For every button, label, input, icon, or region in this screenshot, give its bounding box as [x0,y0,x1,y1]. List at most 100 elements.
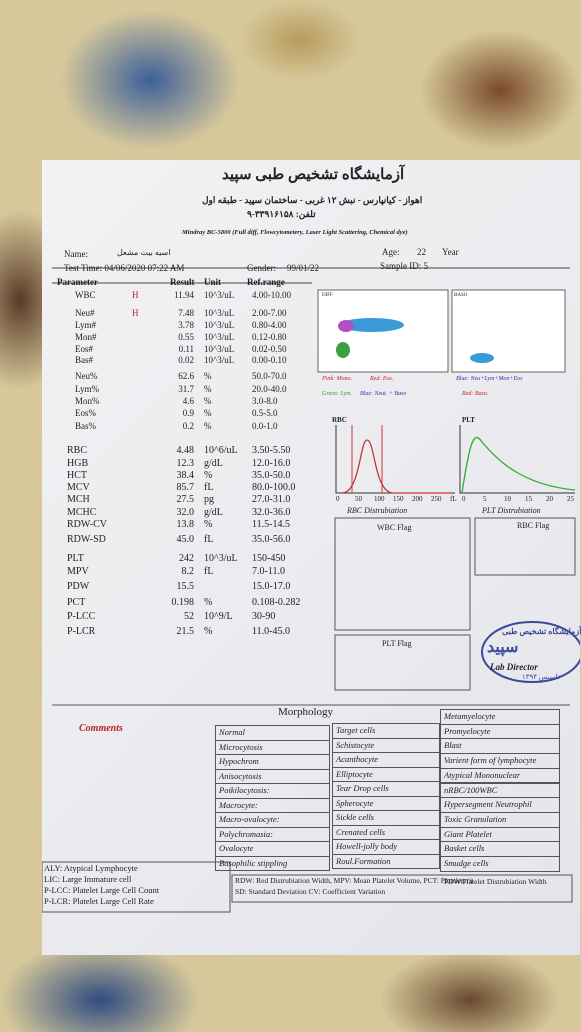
result: 242 [179,553,194,564]
label: Year [442,247,459,257]
result: 21.5 [176,626,195,637]
tick-label: 20 [546,495,553,503]
stamp-text: Lab Director [490,662,538,672]
footer-note: PDW:Platelet Distrubiation Width [444,877,547,886]
parameter: Lym# [75,320,97,330]
morphology-item: Ovalocyte [215,841,330,857]
tick-label: 0 [462,495,466,503]
unit: 10^3/uL [204,553,238,564]
ref-range: 35.0-50.0 [252,470,291,481]
flag-title: PLT Flag [382,639,412,648]
plt-axes [459,425,575,494]
result: 31.7 [178,384,194,394]
ref-range: 80.0-100.0 [252,482,296,493]
ref-range: 0.80-4.00 [252,320,287,330]
baso-cluster [470,353,494,363]
morphology-item: Howell-jolly body [332,839,440,855]
tick-label: 25 [567,495,574,503]
morphology-item: Macrocyte: [215,797,330,813]
ref-range: 32.0-36.0 [252,507,291,518]
result: 0.11 [178,344,194,354]
morphology-item: Normal [215,725,330,741]
morphology-item: Atypical Mononuclear [440,767,560,784]
unit: 10^3/uL [204,290,235,300]
tick-label: 150 [393,495,404,503]
parameter: Lym% [75,384,99,394]
parameter: RBC [67,445,88,456]
graph-label: BASO [454,293,468,298]
sample-id: Sample ID: 5 [380,261,428,271]
morphology-title: Morphology [278,706,333,718]
morphology-item: Microcytosis [215,739,330,755]
ref-range: 3.50-5.50 [252,445,291,456]
lym-cluster [336,342,350,358]
ref-range: 12.0-16.0 [252,458,291,469]
tick-label: 0 [336,495,340,503]
wbc-flag-box [334,517,471,631]
result: 45.0 [176,534,195,545]
legend: Blue: Neut. + Baso [360,391,407,397]
morphology-item: Basket cells [440,841,560,857]
instrument: Mindray BC-5800 (Full diff, Flowcytomete… [182,229,408,236]
parameter: Mon% [75,396,100,406]
unit: % [204,371,212,381]
column-header: Unit [204,277,222,287]
result: 0.9 [182,408,194,418]
ref-range: 150-450 [252,553,286,564]
morphology-item: Crenated cells [332,824,440,840]
unit: % [204,384,212,394]
morphology-item: Hypersegment Neutrophil [440,797,560,813]
unit: % [204,421,212,431]
age: 22 [417,247,426,257]
tick-label: 15 [525,495,532,503]
column-header: Result [170,277,195,287]
morphology-item: Promyelocyte [440,723,560,740]
date: 99/01/22 [287,263,320,273]
morphology-item: Tear Drop cells [332,781,440,797]
legend: Pink: Mono. [322,376,352,382]
unit: fL [204,482,214,493]
legend: Green: Lym. [322,391,352,397]
tick-label: 250 [431,495,442,503]
rbc-flag-box [474,517,576,576]
result: 15.5 [176,581,195,592]
result: 13.8 [176,519,195,530]
stamp-text: سپید [487,639,519,656]
patient-name: اسیه بیت مشعل [117,248,171,257]
result: 12.3 [176,458,195,469]
result: 7.48 [178,308,194,318]
plt-flag-box [334,634,471,691]
parameter: P-LCR [67,626,96,637]
morphology-item: Target cells [332,723,440,739]
rbc-curve [341,439,452,494]
lab-report: آزمایشگاه تشخیص طبی سپید اهواز - کیانپارس… [42,160,581,955]
morphology-item: Sickle cells [332,810,440,826]
test-time: Test Time: 04/06/2020 07:22 AM [64,263,185,273]
parameter: MPV [67,566,89,577]
unit: % [204,470,213,481]
ref-range: 20.0-40.0 [252,384,287,394]
parameter: HGB [67,458,89,469]
ref-range: 7.0-11.0 [252,566,285,577]
ref-range: 15.0-17.0 [252,581,291,592]
unit: fL [204,534,214,545]
footer-note: LIC: Large Immature cell [44,874,132,884]
result: 0.55 [178,332,194,342]
result: 32.0 [176,507,195,518]
result: 11.94 [174,290,194,300]
parameter: RDW-SD [67,534,106,545]
stamp [481,621,580,683]
ref-range: 11.5-14.5 [252,519,290,530]
neut-cluster [340,318,404,332]
result: 8.2 [181,566,195,577]
result: 4.48 [176,445,195,456]
result: 3.78 [178,320,194,330]
footer-note: SD: Standard Deviation CV: Coefficient V… [235,887,386,896]
unit: % [204,597,213,608]
tick-label: 50 [355,495,362,503]
unit: % [204,408,212,418]
result: 4.6 [182,396,194,406]
address: اهواز - کیانپارس - نبش ۱۲ غربی - ساختمان… [202,195,423,205]
unit: % [204,626,213,637]
phone: تلفن: ۳۳۹۱۶۱۵۸-۹ [247,209,316,219]
